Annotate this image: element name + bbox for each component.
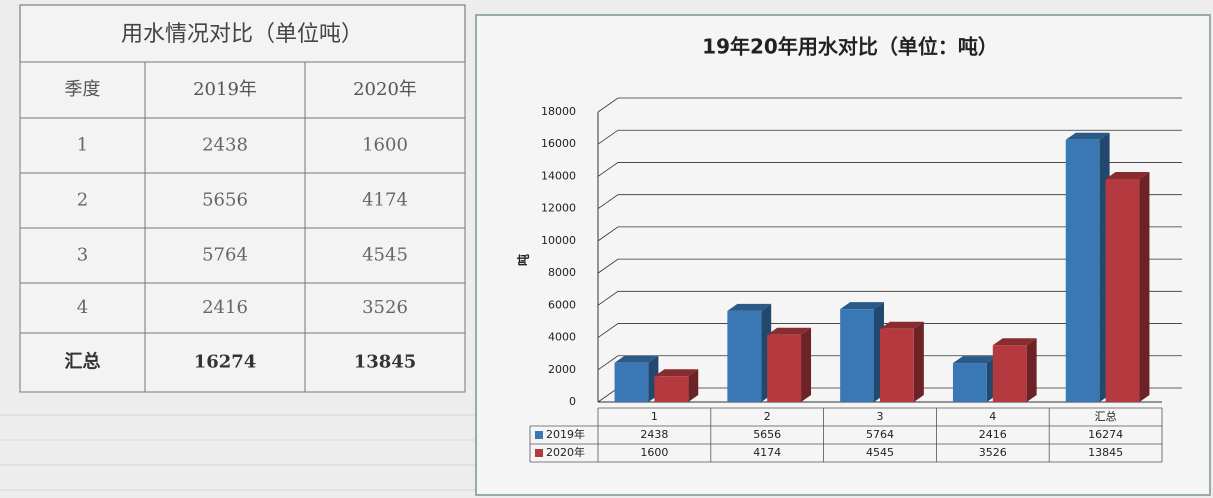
table-cell: 13845 — [354, 352, 417, 373]
table-cell: 16274 — [194, 352, 257, 373]
y-tick-label: 8000 — [548, 266, 576, 279]
x-tick-label: 2 — [764, 410, 771, 423]
bar — [1106, 179, 1140, 402]
data-table-value: 13845 — [1088, 446, 1123, 459]
table-cell: 4174 — [362, 190, 408, 211]
x-tick-label: 1 — [651, 410, 658, 423]
bar — [727, 311, 761, 402]
data-table-value: 16274 — [1088, 428, 1123, 441]
data-table-value: 2416 — [979, 428, 1007, 441]
bar — [1066, 140, 1100, 402]
y-tick-label: 6000 — [548, 298, 576, 311]
table-cell: 5656 — [202, 190, 248, 211]
data-table-value: 5764 — [866, 428, 894, 441]
y-tick-label: 18000 — [541, 105, 576, 118]
data-table-value: 2438 — [640, 428, 668, 441]
table-title: 用水情况对比（单位吨） — [121, 22, 363, 47]
legend-label: 2020年 — [546, 445, 585, 459]
bar-side — [914, 322, 924, 402]
table-header: 2019年 — [193, 79, 257, 100]
bar — [993, 345, 1027, 402]
y-tick-label: 14000 — [541, 169, 576, 182]
table-cell: 5764 — [202, 245, 248, 266]
x-tick-label: 4 — [989, 410, 996, 423]
table-header: 季度 — [65, 79, 101, 100]
x-tick-label: 3 — [877, 410, 884, 423]
table-cell: 4545 — [362, 245, 408, 266]
legend-swatch — [535, 431, 543, 439]
bar — [880, 329, 914, 402]
bar — [615, 363, 649, 402]
legend-swatch — [535, 449, 543, 457]
bar — [654, 376, 688, 402]
y-tick-label: 16000 — [541, 137, 576, 150]
y-tick-label: 2000 — [548, 363, 576, 376]
table-cell: 汇总 — [65, 351, 101, 373]
bar-side — [801, 328, 811, 402]
y-tick-label: 0 — [569, 395, 576, 408]
data-table-value: 5656 — [753, 428, 781, 441]
table-cell: 4 — [77, 297, 88, 318]
table-cell: 3 — [77, 245, 88, 266]
bar-side — [1027, 338, 1037, 402]
legend-label: 2019年 — [546, 427, 585, 441]
bar — [840, 309, 874, 402]
table-header: 2020年 — [353, 79, 417, 100]
bar — [953, 363, 987, 402]
page: 用水情况对比（单位吨） 19年20年用水对比（单位：吨） 吨 季度2019年20… — [0, 0, 1213, 498]
table-cell: 3526 — [362, 297, 408, 318]
bar-side — [1139, 172, 1149, 402]
chart-title: 19年20年用水对比（单位：吨） — [702, 35, 998, 59]
screen: 用水情况对比（单位吨） 19年20年用水对比（单位：吨） 吨 季度2019年20… — [0, 0, 1213, 498]
table-cell: 2 — [77, 190, 88, 211]
y-tick-label: 4000 — [548, 331, 576, 344]
data-table-value: 4545 — [866, 446, 894, 459]
table-cell: 1600 — [362, 135, 408, 156]
data-table-value: 1600 — [640, 446, 668, 459]
table-cell: 2438 — [202, 135, 248, 156]
y-tick-label: 10000 — [541, 234, 576, 247]
y-tick-label: 12000 — [541, 202, 576, 215]
y-axis-label: 吨 — [516, 254, 531, 266]
x-tick-label: 汇总 — [1095, 409, 1117, 423]
table-cell: 1 — [77, 135, 88, 156]
table-cell: 2416 — [202, 297, 248, 318]
data-table-value: 3526 — [979, 446, 1007, 459]
data-table-value: 4174 — [753, 446, 781, 459]
bar — [767, 335, 801, 402]
